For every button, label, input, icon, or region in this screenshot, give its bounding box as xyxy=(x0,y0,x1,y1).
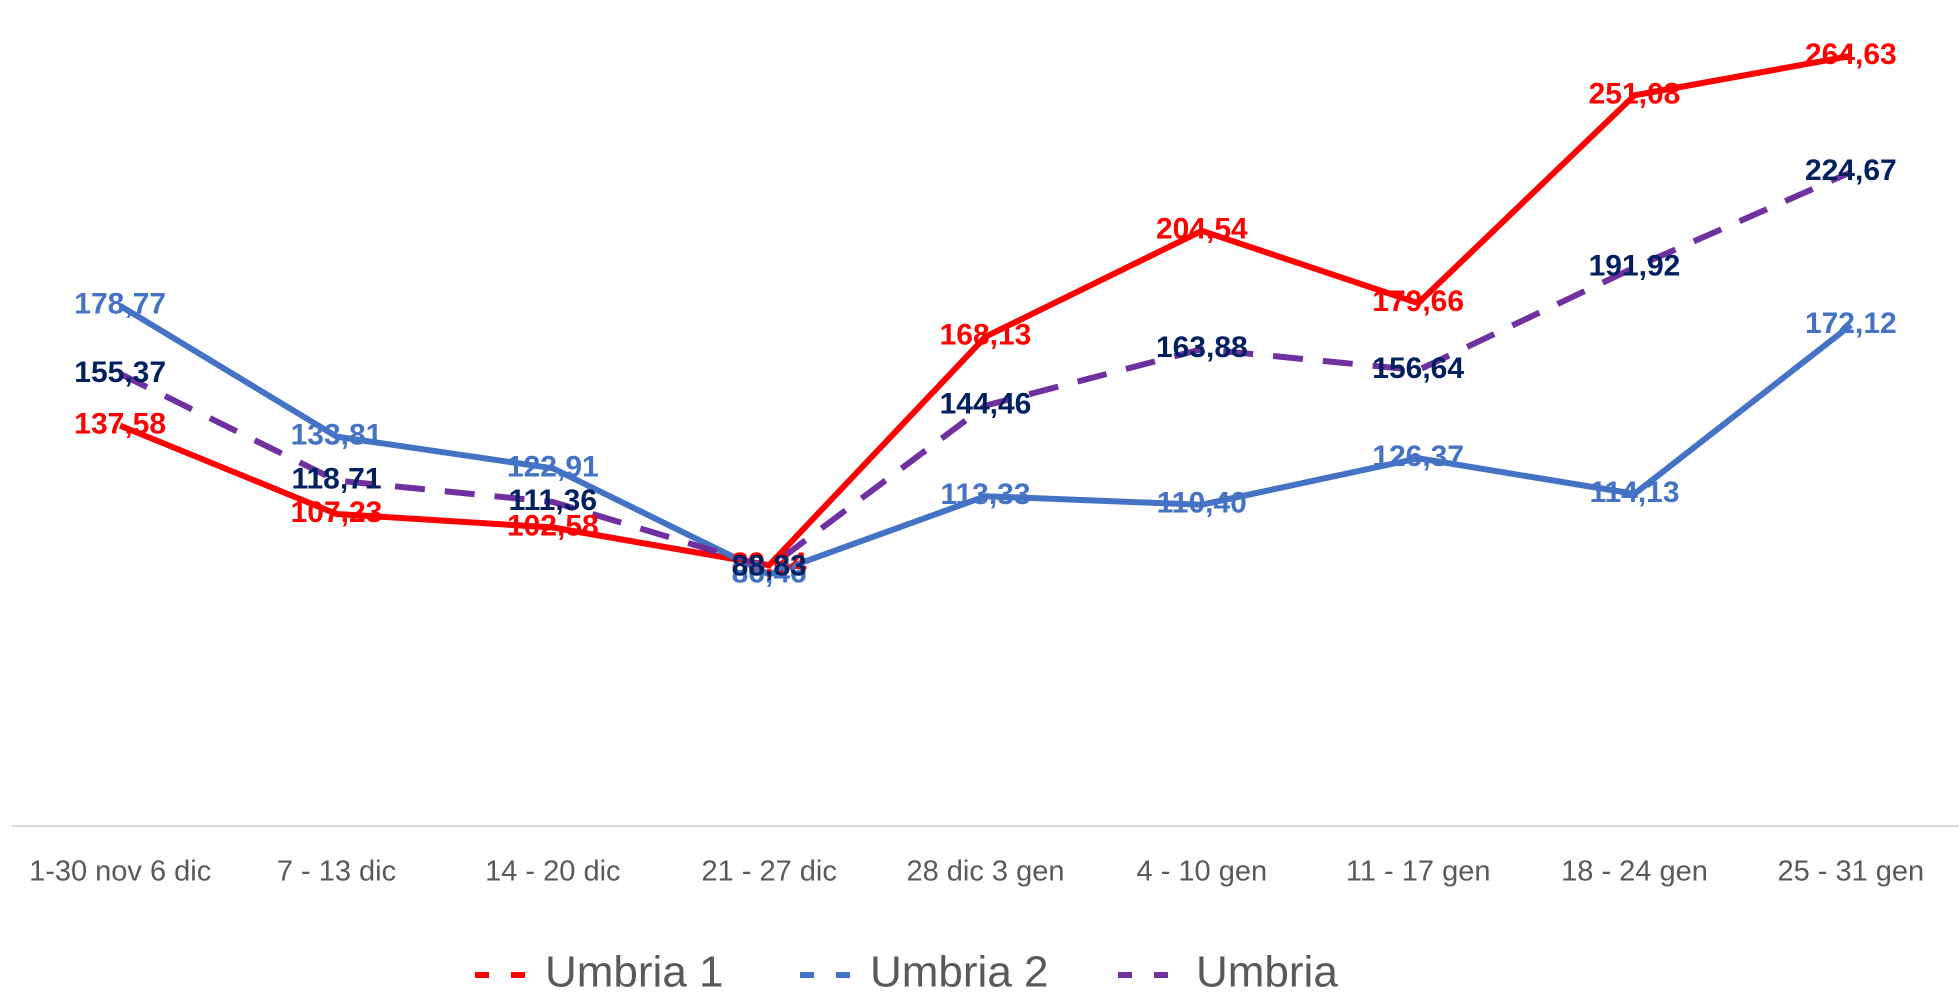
x-tick-label: 11 - 17 gen xyxy=(1346,856,1491,888)
data-label: 137,58 xyxy=(74,408,166,441)
x-tick-label: 4 - 10 gen xyxy=(1137,856,1268,888)
data-label: 191,92 xyxy=(1589,249,1681,282)
x-tick-label: 18 - 24 gen xyxy=(1561,856,1708,888)
series-line xyxy=(118,303,1853,578)
data-label: 111,36 xyxy=(509,484,597,517)
data-label: 168,13 xyxy=(940,319,1032,352)
data-label: 264,63 xyxy=(1805,38,1897,71)
data-label: 122,91 xyxy=(507,450,599,483)
data-label: 172,12 xyxy=(1805,307,1897,340)
data-label: 251,08 xyxy=(1589,77,1681,110)
data-label: 118,71 xyxy=(291,462,381,495)
x-tick-label: 1-30 nov 6 dic xyxy=(29,856,211,888)
data-label: 224,67 xyxy=(1805,154,1897,187)
data-label: 163,88 xyxy=(1156,331,1248,364)
data-label: 179,66 xyxy=(1372,285,1464,318)
legend-label: Umbria 2 xyxy=(870,948,1049,997)
data-label: 113,33 xyxy=(940,478,1030,511)
data-label: 156,64 xyxy=(1372,352,1464,385)
data-label: 178,77 xyxy=(74,288,166,321)
data-label: 155,37 xyxy=(74,356,166,389)
x-tick-label: 25 - 31 gen xyxy=(1777,856,1924,888)
data-label: 107,23 xyxy=(291,496,383,529)
legend-label: Umbria xyxy=(1196,948,1338,997)
data-label: 110,40 xyxy=(1157,487,1247,520)
data-label: 89,64 xyxy=(732,547,807,580)
x-tick-label: 28 dic 3 gen xyxy=(906,856,1064,888)
data-label: 114,13 xyxy=(1589,476,1679,509)
data-label: 88,83 xyxy=(732,549,807,582)
series-line xyxy=(118,169,1853,571)
data-label: 126,37 xyxy=(1372,440,1464,473)
x-tick-label: 14 - 20 dic xyxy=(485,856,620,888)
series-line xyxy=(119,52,1852,569)
x-tick-label: 7 - 13 dic xyxy=(277,856,396,888)
data-label: 102,58 xyxy=(507,509,599,542)
legend-label: Umbria 1 xyxy=(545,948,724,997)
data-label: 204,54 xyxy=(1156,213,1248,246)
data-label: 144,46 xyxy=(940,388,1032,421)
data-label: 86,46 xyxy=(732,556,807,589)
data-label: 133,81 xyxy=(291,419,383,452)
x-tick-label: 21 - 27 dic xyxy=(701,856,836,888)
